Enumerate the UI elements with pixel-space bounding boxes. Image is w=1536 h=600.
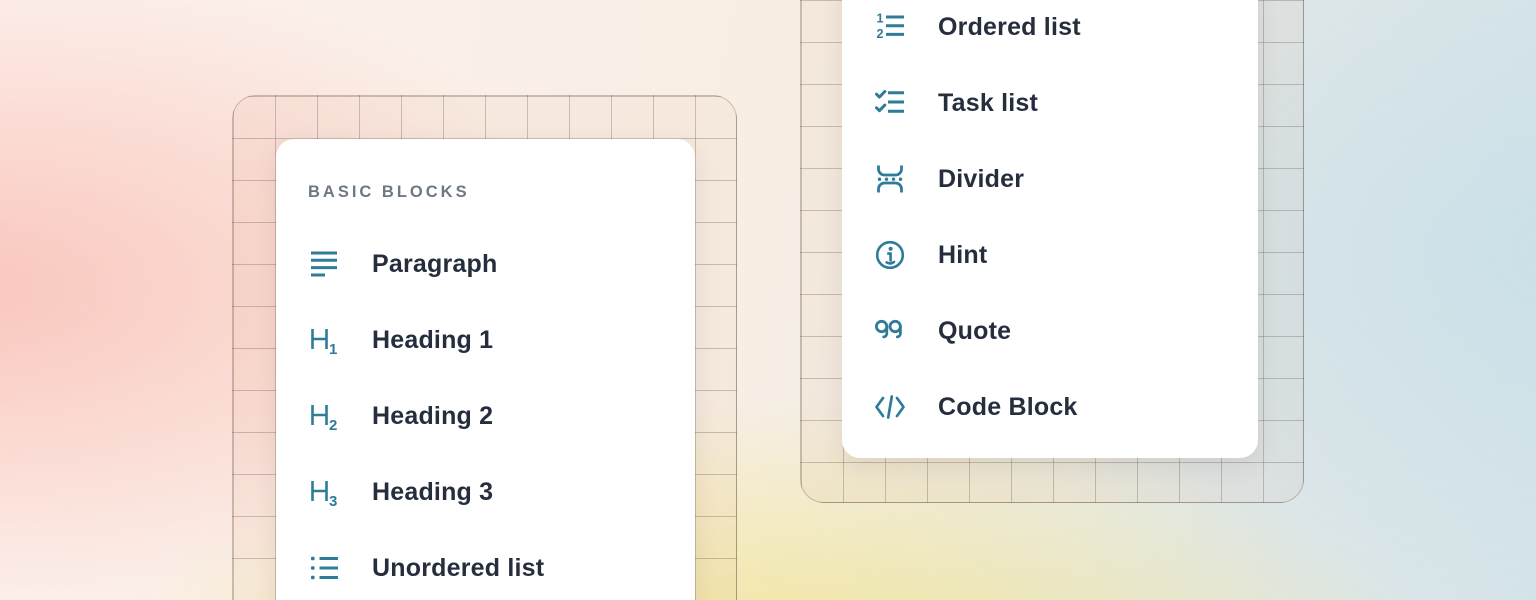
svg-text:1: 1 [329, 341, 337, 356]
svg-text:2: 2 [877, 27, 884, 41]
more-blocks-menu: 1 2 Ordered list Task list Divider Hint … [842, 0, 1258, 458]
menu-item[interactable]: Task list [874, 65, 1258, 141]
quote-icon [874, 315, 906, 347]
basic-blocks-menu: BASIC BLOCKS Paragraph 1 Heading 1 2 Hea… [276, 139, 695, 600]
heading-2-icon: 2 [308, 400, 340, 432]
code-block-icon [874, 391, 906, 423]
divider-icon [874, 163, 906, 195]
menu-item[interactable]: Unordered list [308, 530, 695, 600]
svg-text:2: 2 [329, 417, 337, 432]
menu-item[interactable]: Quote [874, 293, 1258, 369]
menu-item[interactable]: Paragraph [308, 226, 695, 302]
more-blocks-list: 1 2 Ordered list Task list Divider Hint … [874, 0, 1258, 445]
menu-item[interactable]: Hint [874, 217, 1258, 293]
task-list-icon [874, 87, 906, 119]
heading-1-icon: 1 [308, 324, 340, 356]
menu-item[interactable]: 1 Heading 1 [308, 302, 695, 378]
paragraph-icon [308, 248, 340, 280]
hint-icon [874, 239, 906, 271]
svg-text:1: 1 [877, 12, 884, 26]
menu-item[interactable]: 2 Heading 2 [308, 378, 695, 454]
svg-text:3: 3 [329, 493, 337, 508]
menu-item[interactable]: 3 Heading 3 [308, 454, 695, 530]
menu-item[interactable]: Code Block [874, 369, 1258, 445]
unordered-list-icon [308, 552, 340, 584]
menu-item[interactable]: Divider [874, 141, 1258, 217]
ordered-list-icon: 1 2 [874, 11, 906, 43]
section-title: BASIC BLOCKS [308, 183, 470, 201]
menu-item[interactable]: 1 2 Ordered list [874, 0, 1258, 65]
heading-3-icon: 3 [308, 476, 340, 508]
basic-blocks-list: Paragraph 1 Heading 1 2 Heading 2 3 Head… [308, 226, 695, 600]
